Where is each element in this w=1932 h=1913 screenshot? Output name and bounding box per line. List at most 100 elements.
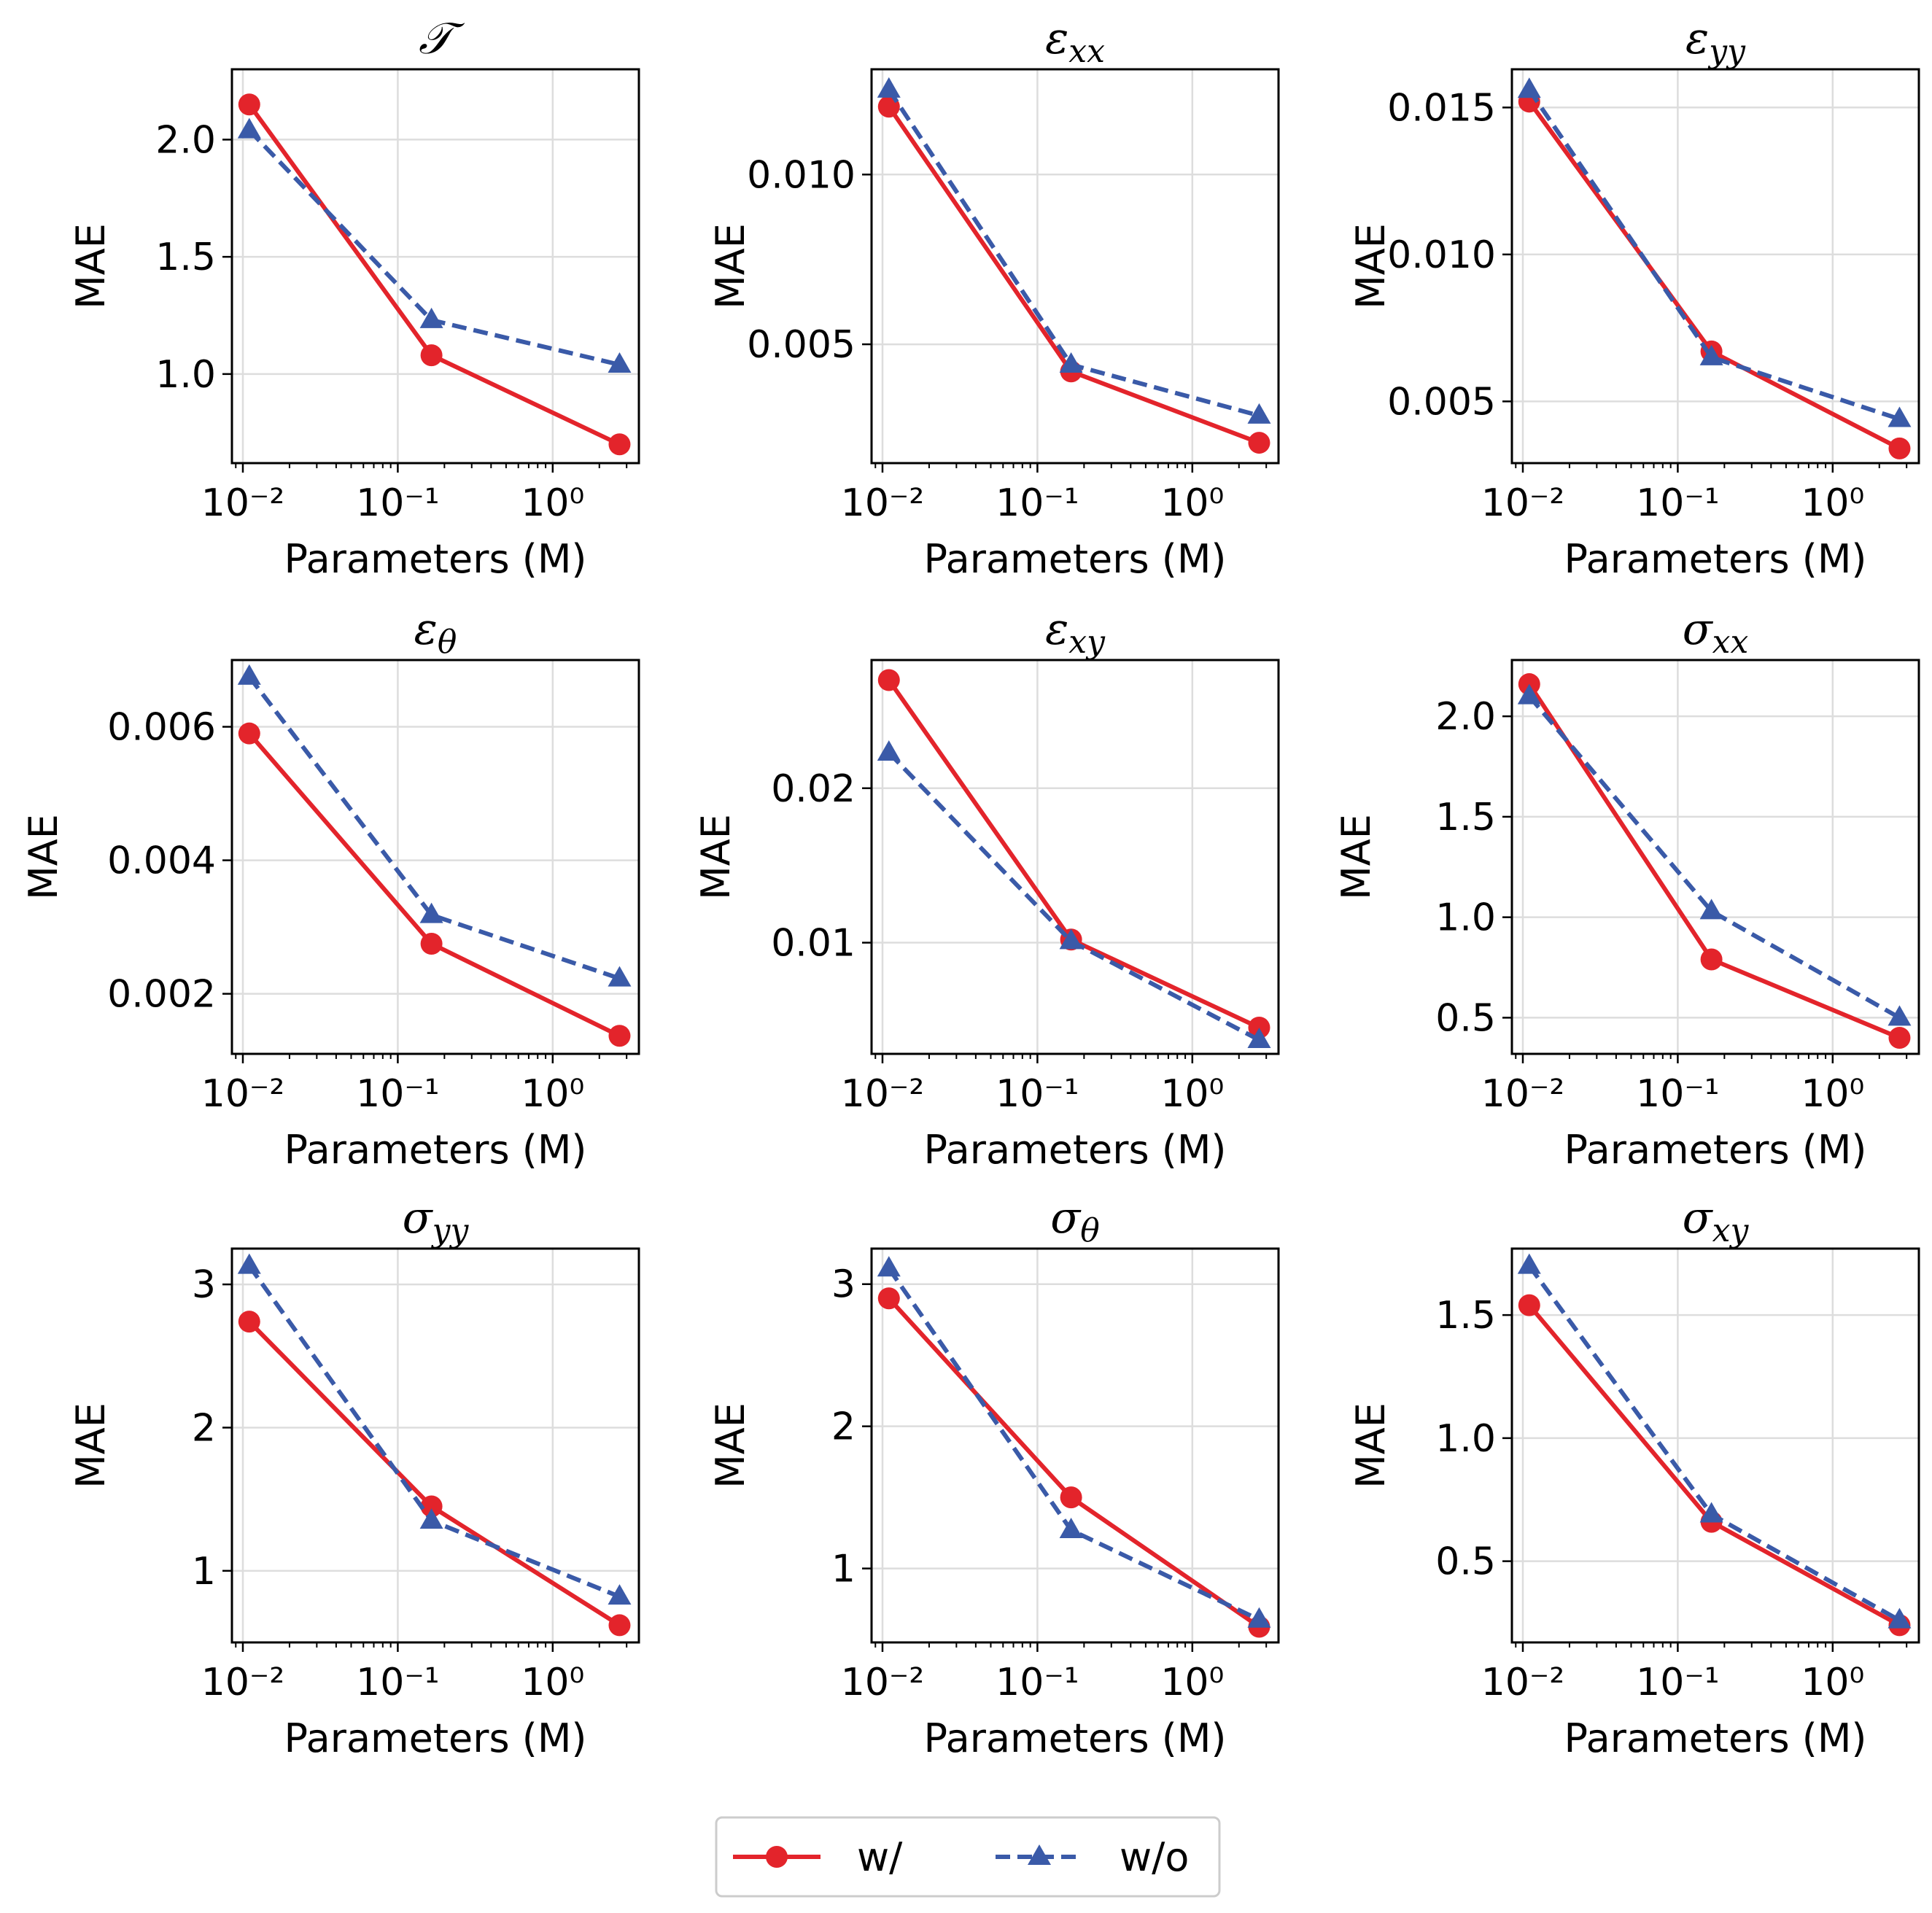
subplot-title: εθ bbox=[414, 604, 457, 661]
y-tick-label: 2 bbox=[192, 1406, 216, 1450]
y-tick-label: 0.002 bbox=[107, 973, 216, 1017]
y-tick-label: 2 bbox=[831, 1405, 856, 1449]
y-tick-label: 1 bbox=[831, 1548, 856, 1591]
subplot-4: 10⁻² 10⁻¹ 10⁰ 0.002 0.004 0.006 εθ Parameters (… bbox=[20, 604, 640, 1173]
y-tick-label: 0.015 bbox=[1387, 86, 1496, 130]
y-tick-label: 0.006 bbox=[107, 706, 216, 750]
y-tick-label: 3 bbox=[831, 1263, 856, 1307]
data-point-with bbox=[608, 433, 631, 456]
series-line-without bbox=[247, 1264, 621, 1599]
x-tick-label: 10⁻² bbox=[201, 1661, 284, 1704]
subplot-title: εyy bbox=[1685, 13, 1746, 70]
y-tick-label: 1 bbox=[192, 1550, 216, 1594]
series-line-with bbox=[887, 678, 1260, 1030]
subplot-3: 10⁻² 10⁻¹ 10⁰ 0.005 0.010 0.015 εyy Parameters … bbox=[1348, 13, 1920, 582]
data-point-without bbox=[419, 902, 443, 923]
y-axis-label: MAE bbox=[1348, 223, 1394, 309]
data-point-without bbox=[1247, 403, 1271, 424]
series-line-with bbox=[247, 103, 621, 446]
subplot-title: εxx bbox=[1045, 13, 1105, 70]
plot-frame bbox=[870, 659, 1280, 1055]
x-tick-label: 10⁻² bbox=[841, 1072, 924, 1116]
data-point-without bbox=[608, 352, 632, 373]
y-tick-label: 1.0 bbox=[155, 353, 216, 397]
data-point-with bbox=[877, 1287, 900, 1310]
y-tick-label: 0.005 bbox=[747, 323, 856, 367]
data-point-without bbox=[877, 1256, 901, 1277]
data-point-without bbox=[1247, 1607, 1271, 1628]
data-point-without bbox=[877, 740, 901, 761]
x-tick-label: 10⁰ bbox=[1801, 1072, 1864, 1116]
plot-frame bbox=[230, 68, 640, 465]
data-point-without bbox=[1517, 683, 1541, 705]
data-point-without bbox=[877, 77, 901, 98]
y-axis-label: MAE bbox=[693, 814, 739, 900]
data-point-with bbox=[608, 1025, 631, 1047]
x-tick-label: 10⁻¹ bbox=[996, 481, 1079, 525]
y-axis-label: MAE bbox=[1348, 1402, 1394, 1489]
plot-frame bbox=[230, 1247, 640, 1644]
x-tick-label: 10⁰ bbox=[1160, 481, 1224, 525]
subplot-title: σxy bbox=[1683, 1192, 1750, 1249]
x-tick-label: 10⁰ bbox=[521, 481, 584, 525]
subplot-9: 10⁻² 10⁻¹ 10⁰ 0.5 1.0 1.5 σxy Parameters (M) MAE bbox=[1348, 1192, 1920, 1761]
data-point-with bbox=[877, 669, 900, 691]
data-point-with bbox=[608, 1614, 631, 1637]
y-tick-label: 1.5 bbox=[1435, 1294, 1496, 1338]
x-tick-label: 10⁰ bbox=[521, 1661, 584, 1704]
subplot-title: 𝒯 bbox=[419, 13, 465, 64]
data-point-with bbox=[1888, 1026, 1911, 1049]
x-axis-label: Parameters (M) bbox=[1564, 1715, 1867, 1761]
series-line-without bbox=[247, 675, 621, 981]
x-axis-label: Parameters (M) bbox=[284, 536, 587, 582]
x-tick-label: 10⁻¹ bbox=[1636, 481, 1719, 525]
series-line-with bbox=[247, 1320, 621, 1627]
y-tick-label: 2.0 bbox=[155, 118, 216, 162]
x-axis-label: Parameters (M) bbox=[924, 1715, 1227, 1761]
plot-frame bbox=[1510, 659, 1920, 1055]
x-tick-label: 10⁰ bbox=[1801, 481, 1864, 525]
data-point-without bbox=[237, 664, 261, 685]
plot-frame bbox=[1510, 1247, 1920, 1644]
subplot-2: 10⁻² 10⁻¹ 10⁰ 0.005 0.010 εxx Parameters (M) MA… bbox=[707, 13, 1280, 582]
data-point-without bbox=[419, 1508, 443, 1529]
data-point-with bbox=[1060, 1486, 1082, 1509]
x-tick-label: 10⁻¹ bbox=[356, 1661, 439, 1704]
data-point-without bbox=[1247, 1027, 1271, 1048]
series-line-without bbox=[1527, 694, 1901, 1020]
data-point-without bbox=[237, 1253, 261, 1274]
legend: w/ w/o bbox=[715, 1816, 1221, 1898]
data-point-without bbox=[1888, 1607, 1912, 1629]
y-axis-label: MAE bbox=[20, 814, 66, 900]
x-axis-label: Parameters (M) bbox=[924, 536, 1227, 582]
y-tick-label: 1.5 bbox=[155, 236, 216, 279]
y-tick-label: 0.010 bbox=[1387, 233, 1496, 277]
data-point-with bbox=[238, 93, 260, 116]
data-point-with bbox=[238, 1311, 260, 1333]
plot-frame bbox=[870, 1247, 1280, 1644]
subplot-1: 10⁻² 10⁻¹ 10⁰ 1.0 1.5 2.0 𝒯 Parameters (M) MAE bbox=[68, 13, 640, 582]
data-point-with bbox=[1248, 432, 1270, 454]
x-tick-label: 10⁻² bbox=[201, 1072, 284, 1116]
x-tick-label: 10⁻¹ bbox=[996, 1072, 1079, 1116]
subplot-title: εxy bbox=[1045, 604, 1106, 661]
data-point-with bbox=[420, 1495, 443, 1518]
data-point-without bbox=[608, 1584, 632, 1605]
y-tick-label: 0.5 bbox=[1435, 1540, 1496, 1584]
y-axis-label: MAE bbox=[68, 1402, 114, 1489]
data-point-with bbox=[1888, 437, 1911, 459]
x-tick-label: 10⁻² bbox=[1481, 1661, 1564, 1704]
data-point-without bbox=[1517, 77, 1541, 98]
series-line-without bbox=[887, 1267, 1260, 1622]
y-tick-label: 0.5 bbox=[1435, 996, 1496, 1040]
legend-marker-without bbox=[1028, 1844, 1051, 1865]
series-line-without bbox=[887, 750, 1260, 1042]
x-tick-label: 10⁻² bbox=[841, 481, 924, 525]
data-point-with bbox=[420, 932, 443, 955]
y-axis-label: MAE bbox=[707, 1402, 753, 1489]
x-tick-label: 10⁰ bbox=[1801, 1661, 1864, 1704]
y-tick-label: 0.02 bbox=[771, 767, 856, 811]
data-point-without bbox=[1699, 344, 1723, 365]
